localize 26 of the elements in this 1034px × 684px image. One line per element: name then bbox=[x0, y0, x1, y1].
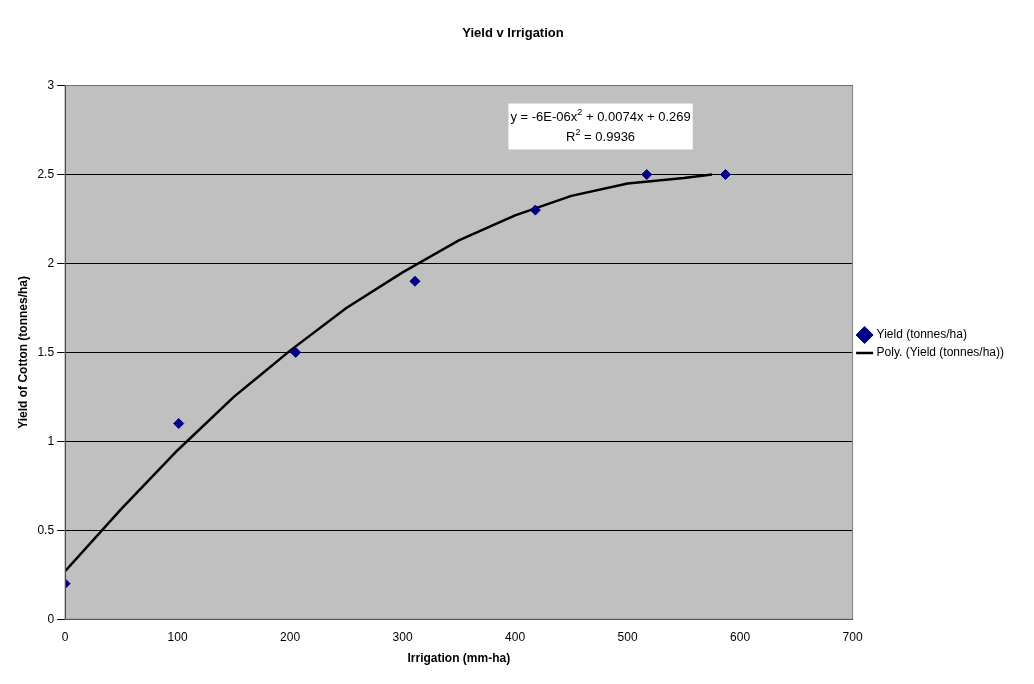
x-axis-title: Irrigation (mm-ha) bbox=[407, 651, 511, 666]
point bbox=[409, 275, 421, 287]
y-tick-label: 2.5 bbox=[37, 166, 55, 181]
x-tick-label: 0 bbox=[61, 629, 69, 644]
point bbox=[173, 418, 185, 430]
x-tick-label: 200 bbox=[280, 629, 301, 644]
point bbox=[719, 169, 731, 181]
x-tick-label: 700 bbox=[842, 629, 863, 644]
y-tick-label: 3 bbox=[47, 77, 55, 92]
y-tick-label: 1 bbox=[47, 433, 55, 448]
y-axis-title: Yield of Cotton (tonnes/ha) bbox=[15, 275, 30, 429]
y-tick-label: 0 bbox=[47, 611, 55, 626]
legend-label: Yield (tonnes/ha) bbox=[876, 327, 967, 342]
x-tick-label: 600 bbox=[730, 629, 751, 644]
x-tick-label: 500 bbox=[617, 629, 638, 644]
point bbox=[529, 204, 541, 216]
x-tick-label: 400 bbox=[505, 629, 526, 644]
x-tick-label: 100 bbox=[167, 629, 188, 644]
y-tick-label: 1.5 bbox=[37, 344, 55, 359]
y-tick-label: 0.5 bbox=[37, 522, 55, 537]
point bbox=[290, 346, 302, 358]
x-tick-label: 300 bbox=[392, 629, 413, 644]
legend-label: Poly. (Yield (tonnes/ha)) bbox=[876, 345, 1004, 360]
point bbox=[641, 169, 653, 181]
chart-title: Yield v Irrigation bbox=[462, 25, 564, 41]
y-tick-label: 2 bbox=[47, 255, 55, 270]
